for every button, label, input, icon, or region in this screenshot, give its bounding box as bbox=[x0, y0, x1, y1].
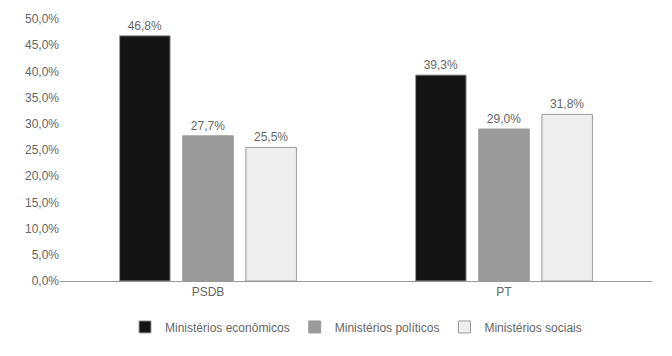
svg-text:27,7%: 27,7% bbox=[191, 119, 225, 133]
svg-text:15,0%: 15,0% bbox=[25, 196, 59, 210]
svg-text:Ministérios políticos: Ministérios políticos bbox=[335, 321, 440, 335]
svg-text:20,0%: 20,0% bbox=[25, 169, 59, 183]
svg-text:40,0%: 40,0% bbox=[25, 65, 59, 79]
svg-text:25,5%: 25,5% bbox=[254, 130, 288, 144]
svg-text:46,8%: 46,8% bbox=[128, 19, 162, 33]
svg-text:Ministérios econômicos: Ministérios econômicos bbox=[165, 321, 290, 335]
svg-text:5,0%: 5,0% bbox=[32, 248, 60, 262]
svg-text:35,0%: 35,0% bbox=[25, 91, 59, 105]
svg-text:0,0%: 0,0% bbox=[32, 274, 60, 288]
svg-text:45,0%: 45,0% bbox=[25, 38, 59, 52]
svg-text:30,0%: 30,0% bbox=[25, 117, 59, 131]
svg-text:PSDB: PSDB bbox=[192, 285, 225, 299]
svg-text:Ministérios sociais: Ministérios sociais bbox=[484, 321, 581, 335]
svg-text:31,8%: 31,8% bbox=[550, 97, 584, 111]
svg-text:29,0%: 29,0% bbox=[487, 112, 521, 126]
svg-text:39,3%: 39,3% bbox=[424, 58, 458, 72]
svg-text:25,0%: 25,0% bbox=[25, 143, 59, 157]
svg-text:10,0%: 10,0% bbox=[25, 222, 59, 236]
svg-text:PT: PT bbox=[496, 285, 512, 299]
svg-text:50,0%: 50,0% bbox=[25, 12, 59, 26]
